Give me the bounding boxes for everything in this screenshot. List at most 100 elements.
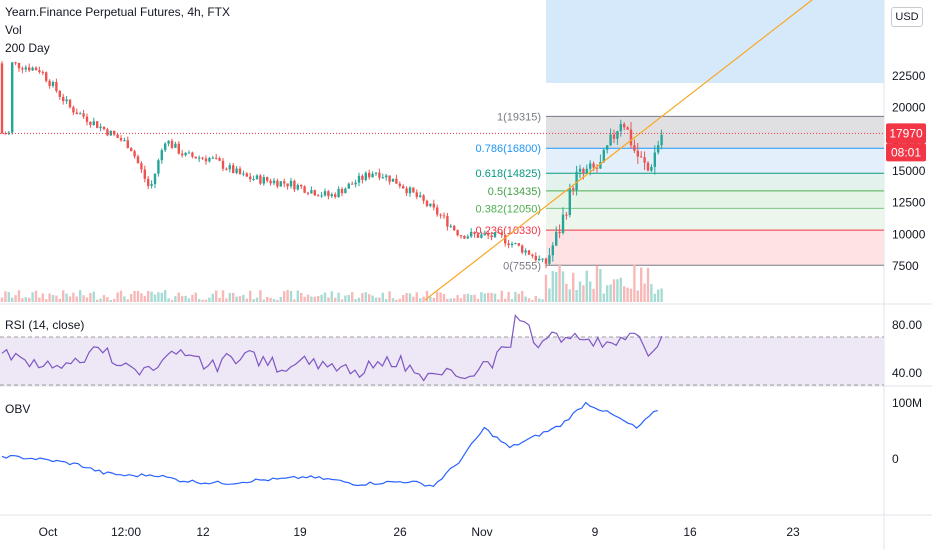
candle-body <box>510 243 514 246</box>
candle-body <box>225 168 228 170</box>
volume-bar <box>181 296 184 302</box>
candle-body <box>561 214 565 234</box>
volume-bar <box>541 299 544 302</box>
candle-body <box>276 180 279 187</box>
candle-body <box>344 188 347 194</box>
volume-bar <box>160 292 163 302</box>
candle-body <box>215 157 218 159</box>
fib-level-label: 0.5(13435) <box>488 186 541 198</box>
candle-body <box>259 175 262 184</box>
candle-body <box>143 169 146 179</box>
candle-body <box>408 187 412 194</box>
candle-body <box>398 183 401 187</box>
candle-body <box>415 192 418 197</box>
volume-bar <box>524 296 527 302</box>
volume-bar <box>330 291 333 302</box>
volume-bar <box>534 295 537 302</box>
candle-body <box>640 156 643 158</box>
legend-ma[interactable]: 200 Day <box>5 41 50 55</box>
candle-body <box>636 150 639 157</box>
volume-bar <box>623 286 626 302</box>
volume-bar <box>21 298 24 302</box>
volume-bar <box>184 295 187 302</box>
volume-bar <box>96 299 99 302</box>
legend-symbol[interactable]: Yearn.Finance Perpetual Futures, 4h, FTX <box>5 5 231 19</box>
candle-body <box>289 180 293 187</box>
fib-level-label: 0.382(12050) <box>476 203 541 215</box>
candle-body <box>606 145 609 150</box>
candle-body <box>378 172 381 178</box>
price-tick-label: 7500 <box>892 259 919 273</box>
price-axis[interactable]: 2250020000175001500012500100007500179700… <box>886 69 926 273</box>
fib-level-label: 0(7555) <box>503 260 541 272</box>
candle-body <box>595 167 599 169</box>
candle-body <box>181 153 184 156</box>
volume-bar <box>344 295 347 302</box>
volume-bar <box>89 293 92 302</box>
obv-legend[interactable]: OBV <box>5 402 31 416</box>
obv-pane[interactable]: 100M 0 <box>1 396 922 487</box>
candle-body <box>527 250 531 255</box>
candle-body <box>62 96 65 102</box>
volume-bar <box>174 296 177 302</box>
volume-bar <box>463 294 466 302</box>
candle-body <box>497 232 500 234</box>
candle-body <box>279 181 282 187</box>
candle-body <box>313 190 316 196</box>
candle-body <box>92 121 95 125</box>
countdown-label: 08:01 <box>891 145 921 159</box>
volume-bar <box>143 295 146 302</box>
candle-body <box>269 180 272 184</box>
volume-bar <box>75 296 78 302</box>
volume-bar <box>473 294 476 302</box>
candle-body <box>150 184 153 187</box>
candle-body <box>327 191 330 197</box>
candle-body <box>504 235 507 244</box>
rsi-pane[interactable]: 80.00 40.00 <box>0 314 922 386</box>
candle-body <box>354 182 357 185</box>
volume-bar <box>616 279 619 302</box>
volume-bar <box>313 296 316 302</box>
candle-body <box>306 192 310 194</box>
volume-bar <box>514 291 517 302</box>
candle-body <box>429 203 432 207</box>
candle-body <box>123 140 126 142</box>
candle-body <box>470 231 473 237</box>
candle-body <box>153 173 157 185</box>
candle-body <box>24 67 27 70</box>
candle-body <box>221 160 225 169</box>
volume-bar <box>45 299 48 302</box>
candle-body <box>538 258 541 261</box>
candle-body <box>544 258 548 264</box>
time-tick-label: 12:00 <box>111 525 141 539</box>
volume-bar <box>58 298 61 302</box>
time-axis[interactable]: Oct 12:00 12 19 26 Nov 9 16 23 <box>39 525 800 539</box>
candle-body <box>17 62 21 69</box>
candle-body <box>7 132 10 134</box>
candle-body <box>4 133 7 135</box>
volume-bar <box>456 295 459 302</box>
volume-bar <box>259 290 262 302</box>
volume-bar <box>660 288 663 302</box>
volume-bar <box>408 293 412 302</box>
rsi-legend[interactable]: RSI (14, close) <box>5 318 85 332</box>
currency-button[interactable]: USD <box>891 7 923 27</box>
volume-bar <box>626 287 629 302</box>
candle-body <box>164 143 167 151</box>
volume-bar <box>68 296 72 302</box>
candle-body <box>402 186 405 189</box>
candle-body <box>21 68 24 70</box>
volume-bar <box>429 296 432 302</box>
volume-bar <box>432 297 435 302</box>
fib-zone <box>546 148 884 174</box>
time-tick-label: 26 <box>393 525 407 539</box>
candle-body <box>371 173 374 178</box>
volume-bar <box>136 291 140 302</box>
candle-body <box>361 175 364 180</box>
rsi-tick-label: 80.00 <box>892 318 922 332</box>
candle-body <box>232 165 235 173</box>
candle-body <box>198 157 201 159</box>
legend-volume[interactable]: Vol <box>5 23 22 37</box>
obv-tick-label: 100M <box>892 396 922 410</box>
